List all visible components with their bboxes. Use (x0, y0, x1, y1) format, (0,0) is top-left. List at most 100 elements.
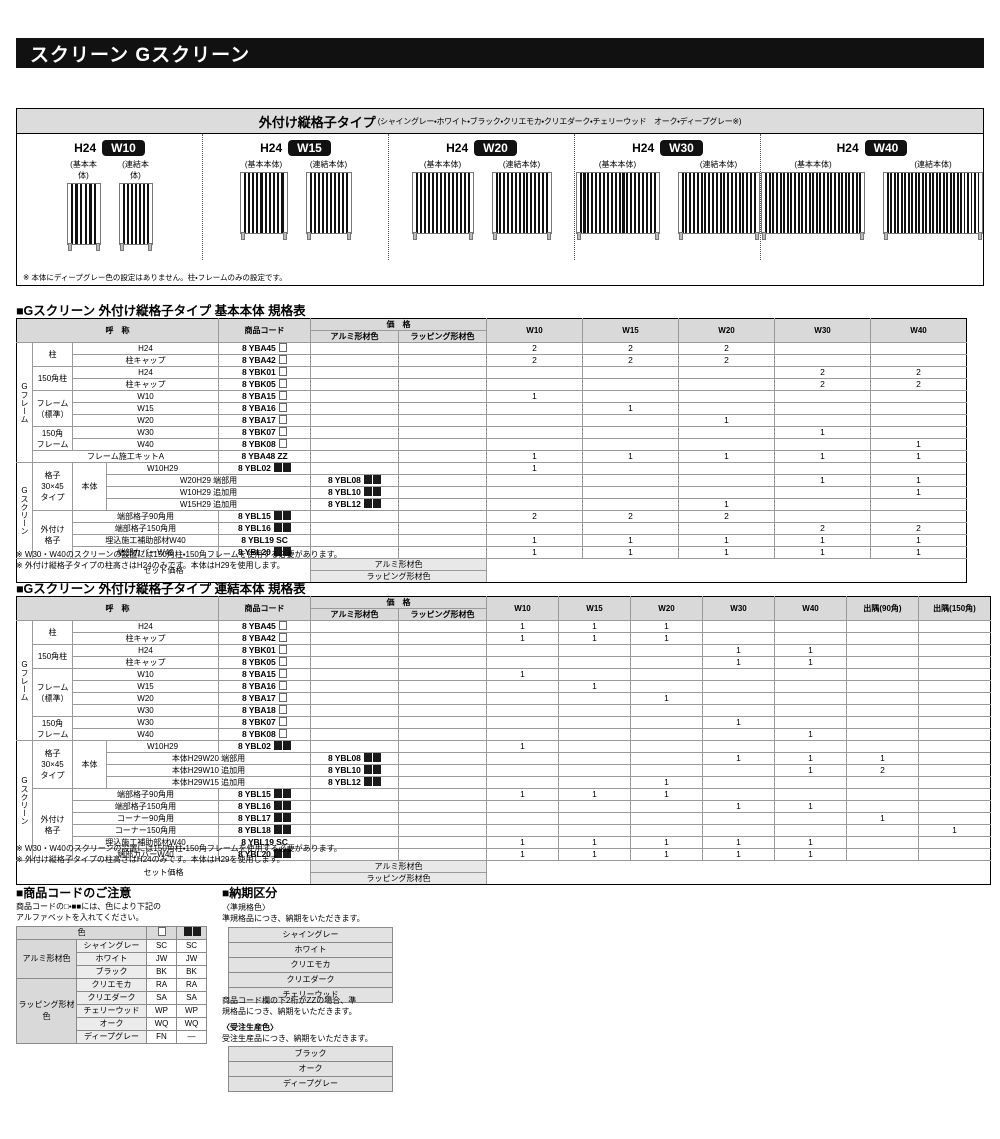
qty-cell (630, 740, 703, 753)
qty-cell: 2 (582, 510, 679, 523)
row-group-label: 150角 フレーム (32, 716, 73, 741)
qty-cell (918, 692, 991, 705)
caption-link: (連結本体) (914, 160, 952, 169)
color-swatch-dark (372, 753, 381, 762)
qty-cell (918, 680, 991, 693)
row-name: W20 (72, 692, 219, 705)
qty-cell (918, 620, 991, 633)
product-code: 8 YBL02 (218, 740, 311, 753)
price-alumi (310, 680, 399, 693)
col-header-price: 価 格 (310, 318, 487, 331)
color-swatch-dark (273, 801, 282, 810)
qty-cell: 1 (774, 656, 847, 669)
qty-cell: 1 (558, 620, 631, 633)
price-alumi (310, 800, 399, 813)
set-price-blank (486, 860, 991, 885)
price-wrap (486, 776, 559, 789)
qty-cell (846, 680, 919, 693)
set-price-wrap: ラッピング形材色 (310, 570, 487, 583)
product-code: 8 YBL18 (218, 824, 311, 837)
price-alumi (310, 824, 399, 837)
price-alumi (398, 776, 487, 789)
col-header-W20: W20 (630, 596, 703, 621)
col-header-W15: W15 (582, 318, 679, 343)
qty-cell (582, 378, 679, 391)
table-row: 本体H29W15 追加用 8 YBL12 1 (17, 776, 991, 789)
qty-cell: 1 (582, 534, 679, 547)
col-header-出隅(90角): 出隅(90角) (846, 596, 919, 621)
price-alumi (398, 498, 487, 511)
qty-cell (702, 668, 775, 681)
qty-cell (870, 426, 967, 439)
qty-cell: 1 (486, 546, 583, 559)
price-alumi (310, 656, 399, 669)
qty-cell (918, 764, 991, 777)
row-name: 端部格子150角用 (72, 800, 219, 813)
qty-cell (558, 704, 631, 717)
product-code: 8 YBL10 (310, 486, 399, 499)
qty-cell (846, 620, 919, 633)
qty-cell (774, 620, 847, 633)
row-name: W30 (72, 716, 219, 729)
price-wrap (398, 788, 487, 801)
code-light: WP (146, 1004, 177, 1018)
price-wrap (398, 836, 487, 849)
row-name: H24 (72, 644, 219, 657)
qty-cell (774, 462, 871, 475)
semi-color-item: チェリーウッド (228, 987, 393, 1003)
price-wrap (398, 824, 487, 837)
col-header-W30: W30 (774, 318, 871, 343)
caption-link: (連結本体) (122, 160, 149, 180)
qty-cell (558, 728, 631, 741)
price-wrap (398, 426, 487, 439)
qty-cell (558, 764, 631, 777)
row-group-gscreen: Gスクリーン (16, 740, 33, 861)
semi-color-row: クリエダーク (228, 972, 393, 988)
color-swatch-dark (273, 511, 282, 520)
qty-cell: 1 (558, 680, 631, 693)
semi-color-row: クリエモカ (228, 957, 393, 973)
table2-table: 呼 称商品コード価 格 W10 W15 W20 W30 W40 出隅(90角) 出隅(150角… (16, 596, 991, 885)
screen-graphic-basic (239, 172, 288, 240)
semi-color-item: クリエダーク (228, 972, 393, 988)
screen-graphic-link (491, 172, 552, 240)
qty-cell (630, 752, 703, 765)
price-wrap (486, 486, 583, 499)
illustration-panel: 外付け縦格子タイプ (シャイングレー・ホワイト・ブラック・クリエモカ・クリエダー… (16, 108, 984, 286)
qty-cell: 1 (774, 752, 847, 765)
set-price-row-2: ラッピング形材色 (17, 872, 991, 885)
caption-basic: (基本本体) (423, 160, 462, 169)
row-group-label: 150角柱 (32, 366, 73, 391)
price-alumi (310, 740, 399, 753)
color-col-header: 色 (16, 926, 147, 940)
code-dark: SC (176, 939, 207, 953)
product-code: 8 YBA15 (218, 390, 311, 403)
color-swatch-dark (273, 741, 282, 750)
row-group-label: 格子 30×45 タイプ (32, 740, 73, 789)
color-swatch-dark (282, 463, 291, 472)
price-alumi (310, 716, 399, 729)
set-price-alumi: アルミ形材色 (310, 860, 487, 873)
qty-cell: 2 (486, 354, 583, 367)
price-wrap (398, 800, 487, 813)
qty-cell (918, 656, 991, 669)
qty-cell (486, 366, 583, 379)
product-code: 8 YBA17 (218, 692, 311, 705)
price-wrap (398, 692, 487, 705)
color-swatch-light (278, 379, 287, 388)
qty-cell (774, 402, 871, 415)
color-swatch-light (278, 669, 287, 678)
product-code: 8 YBK08 (218, 438, 311, 451)
qty-cell: 1 (774, 836, 847, 849)
illustration-title: 外付け縦格子タイプ (258, 114, 376, 130)
qty-cell (582, 486, 679, 499)
size-label-group: H24 W15 (260, 140, 331, 156)
qty-cell (486, 800, 559, 813)
row-name: W10H29 (106, 462, 219, 475)
set-price-row-2: ラッピング形材色 (17, 570, 967, 583)
height-label: H24 (632, 141, 655, 155)
